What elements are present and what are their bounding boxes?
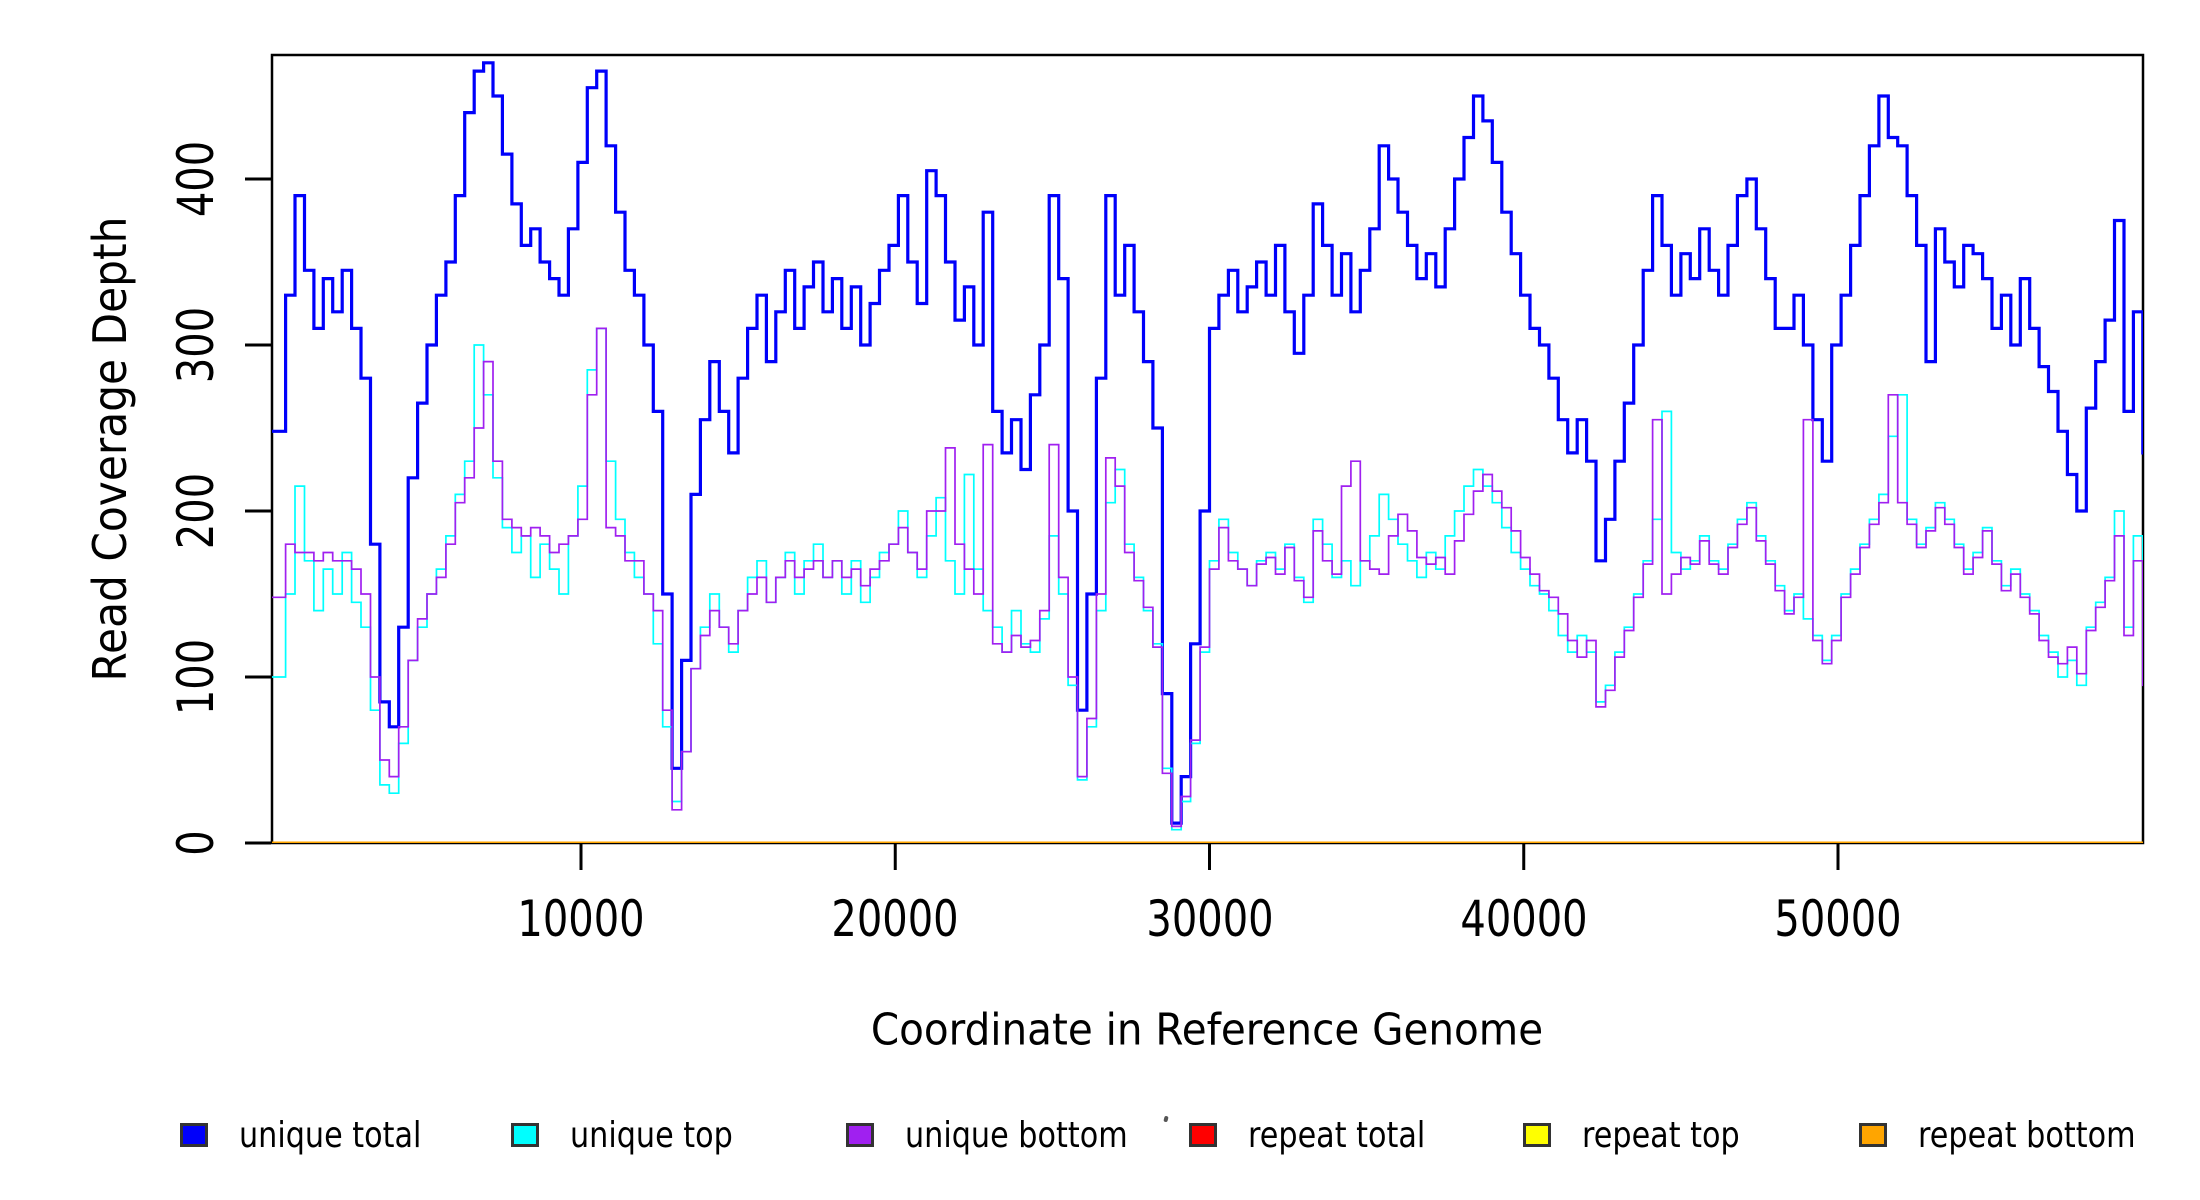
legend-label-repeat-total: repeat total [1248, 1114, 1426, 1156]
legend-swatch-unique-bottom [846, 1123, 874, 1147]
y-tick-label: 400 [167, 140, 225, 218]
legend-swatch-unique-total [180, 1123, 208, 1147]
plot-box [270, 53, 2145, 845]
legend-entry-repeat-total: repeat total [1189, 1115, 1459, 1156]
legend-entry-unique-bottom: unique bottom [846, 1115, 1170, 1156]
y-tick-label: 300 [167, 306, 225, 384]
legend-swatch-unique-top [511, 1123, 539, 1147]
legend-label-repeat-bottom: repeat bottom [1918, 1114, 2136, 1156]
legend-swatch-repeat-total [1189, 1123, 1217, 1147]
series-line-unique-bottom [272, 327, 2143, 828]
x-tick-label: 30000 [1145, 890, 1274, 948]
x-tick-label: 40000 [1460, 890, 1588, 948]
legend-entry-repeat-top: repeat top [1523, 1115, 1770, 1156]
y-axis-title: Read Coverage Depth [83, 216, 137, 682]
x-tick-label: 50000 [1774, 890, 1902, 948]
legend-label-unique-total: unique total [239, 1114, 422, 1156]
series-line-unique-top [272, 327, 2143, 831]
y-tick-label: 100 [167, 638, 225, 716]
legend-swatch-repeat-top [1523, 1123, 1551, 1147]
y-tick-label: 200 [167, 472, 225, 550]
legend-entry-unique-total: unique total [180, 1115, 456, 1156]
legend-label-unique-top: unique top [570, 1114, 733, 1156]
series-line-unique-total [272, 61, 2143, 825]
x-tick-label: 10000 [517, 890, 645, 948]
x-axis-title: Coordinate in Reference Genome [870, 1004, 1544, 1056]
y-tick-label: 0 [167, 830, 225, 856]
legend-label-repeat-top: repeat top [1582, 1114, 1740, 1156]
x-tick-label: 20000 [831, 890, 959, 948]
legend-label-unique-bottom: unique bottom [905, 1114, 1128, 1156]
legend-entry-repeat-bottom: repeat bottom [1859, 1115, 2177, 1156]
legend-entry-unique-top: unique top [511, 1115, 764, 1156]
legend-swatch-repeat-bottom [1859, 1123, 1887, 1147]
